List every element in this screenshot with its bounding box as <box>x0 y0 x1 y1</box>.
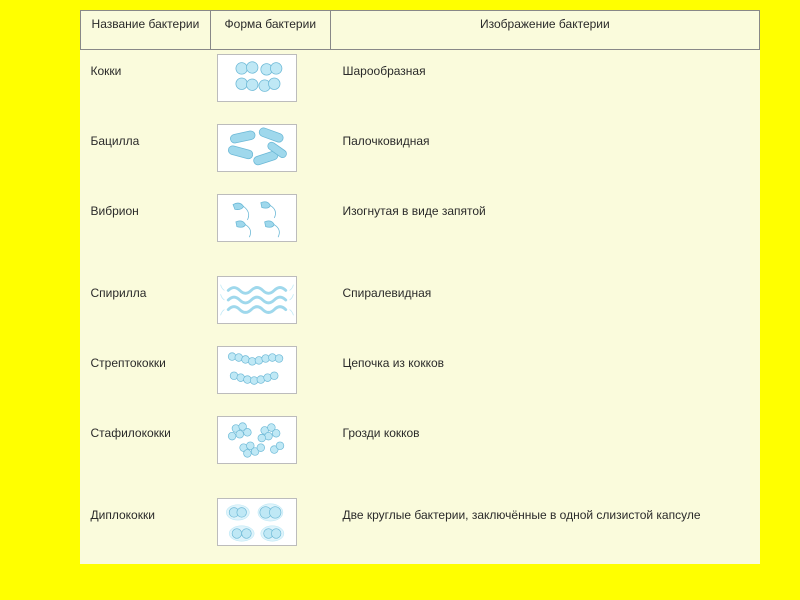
table-row: Спирилла <box>81 272 760 342</box>
table-body: Кокки Шарообразная <box>81 50 760 565</box>
bacteria-desc: Две круглые бактерии, заключённые в одно… <box>303 498 760 522</box>
bacteria-desc: Изогнутая в виде запятой <box>303 194 760 218</box>
bacteria-name: Спирилла <box>81 276 211 300</box>
cocci-icon <box>217 54 297 102</box>
header-shape: Форма бактерии <box>210 11 330 50</box>
bacteria-desc: Спиралевидная <box>303 276 760 300</box>
table-row: Вибрион <box>81 190 760 272</box>
bacteria-name: Вибрион <box>81 194 211 218</box>
diplo-icon <box>217 498 297 546</box>
bacteria-desc: Грозди кокков <box>303 416 760 440</box>
header-name: Название бактерии <box>81 11 211 50</box>
table-row: Кокки Шарообразная <box>81 50 760 120</box>
table-row: Стафилококки <box>81 412 760 494</box>
header-image: Изображение бактерии <box>330 11 759 50</box>
table-row: Диплококки <box>81 494 760 564</box>
strepto-icon <box>217 346 297 394</box>
bacteria-name: Диплококки <box>81 498 211 522</box>
bacteria-desc: Палочковидная <box>303 124 760 148</box>
bacteria-desc: Шарообразная <box>303 54 760 78</box>
bacteria-name: Стафилококки <box>81 416 211 440</box>
staphylo-icon <box>217 416 297 464</box>
vibrio-icon <box>217 194 297 242</box>
bacteria-desc: Цепочка из кокков <box>303 346 760 370</box>
bacillus-icon <box>217 124 297 172</box>
bacteria-name: Стрептококки <box>81 346 211 370</box>
bacteria-name: Бацилла <box>81 124 211 148</box>
bacteria-name: Кокки <box>81 54 211 78</box>
table-row: Стрептококки <box>81 342 760 412</box>
table-row: Бацилла Палочковидная <box>81 120 760 190</box>
bacteria-table: Название бактерии Форма бактерии Изображ… <box>80 10 760 564</box>
spirilla-icon <box>217 276 297 324</box>
